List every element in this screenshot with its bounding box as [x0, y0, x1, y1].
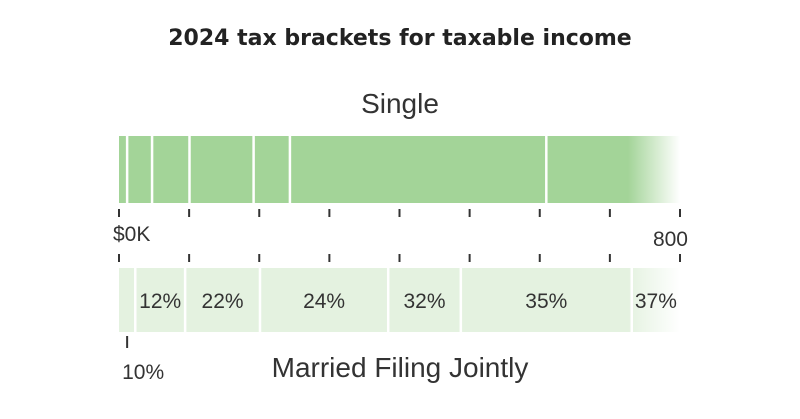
married-bar-body: [119, 268, 628, 332]
x-tick-label-start: $0K: [113, 223, 150, 246]
married-bar-fade: [628, 268, 680, 332]
rate-label-32: 32%: [404, 290, 446, 313]
rate-label-22: 22%: [202, 290, 244, 313]
rate-label-37: 37%: [635, 290, 677, 313]
series-label-single: Single: [361, 88, 439, 119]
x-tick-label-end: 800: [653, 228, 688, 251]
married-bracket-bar: 12% 22% 24% 32% 35% 37% 10%: [119, 268, 680, 384]
rate-label-12: 12%: [139, 290, 181, 313]
single-bar-body: [119, 136, 628, 203]
single-bracket-bar: [119, 136, 680, 203]
single-bar-fade: [628, 136, 680, 203]
rate-label-24: 24%: [303, 290, 345, 313]
series-label-married: Married Filing Jointly: [271, 352, 529, 383]
rate-label-35: 35%: [525, 290, 567, 313]
rate-label-10: 10%: [122, 361, 164, 384]
chart-title: 2024 tax brackets for taxable income: [168, 26, 632, 51]
x-axis: $0K 800: [113, 209, 688, 262]
